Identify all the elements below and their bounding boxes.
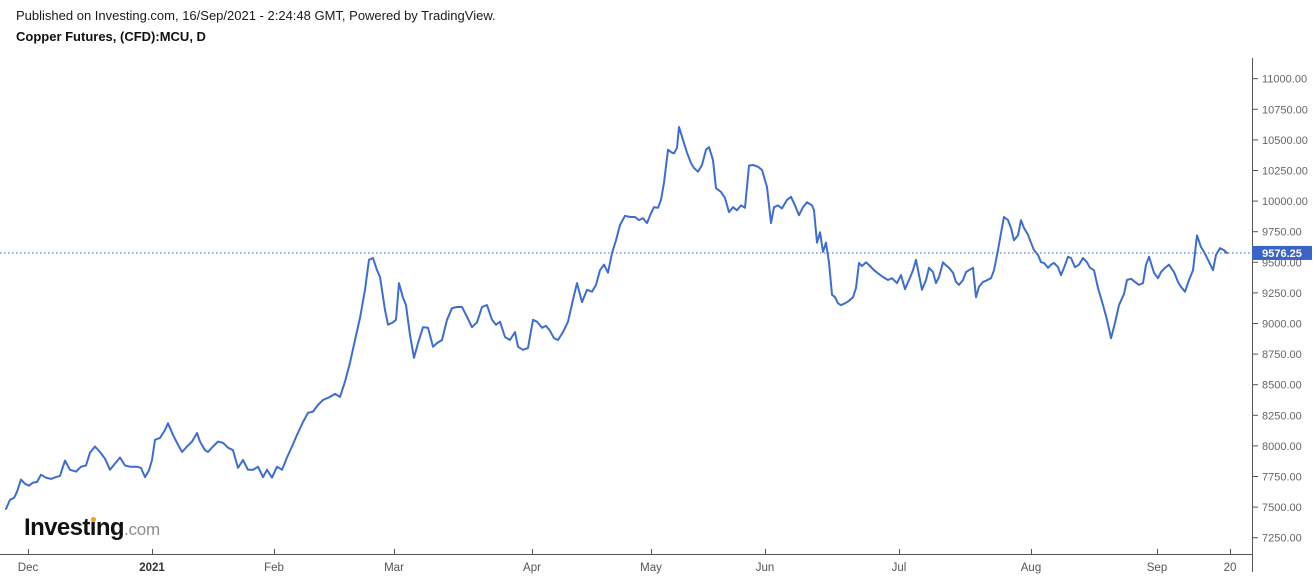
y-tick-label: 10250.00 bbox=[1262, 165, 1308, 177]
last-price-label-bg bbox=[1252, 245, 1312, 260]
x-tick-label: Jul bbox=[892, 562, 907, 574]
published-info-text: Published on Investing.com, 16/Sep/2021 … bbox=[16, 8, 496, 23]
x-tick-label: May bbox=[640, 562, 662, 574]
logo-brand-text: Investıng bbox=[24, 514, 125, 541]
x-tick-label: Apr bbox=[523, 562, 541, 574]
y-axis-price-scale[interactable]: 7250.00 7500.00 7750.00 8000.00 8250.00 8500.… bbox=[1252, 58, 1308, 572]
y-tick-label: 10000.00 bbox=[1262, 196, 1308, 208]
last-price-label: 9576.25 bbox=[1252, 245, 1312, 260]
x-tick-label: 20 bbox=[1224, 562, 1237, 574]
logo-domain-text: .com bbox=[123, 520, 161, 539]
y-tick-label: 8500.00 bbox=[1262, 380, 1302, 392]
y-tick-label: 9500.00 bbox=[1262, 257, 1302, 269]
y-tick-label: 10500.00 bbox=[1262, 135, 1308, 147]
y-tick-label: 7500.00 bbox=[1262, 502, 1302, 514]
symbol-title-text: Copper Futures, (CFD):MCU, D bbox=[16, 29, 206, 44]
y-tick-label: 7750.00 bbox=[1262, 471, 1302, 483]
logo-orange-dot: ı bbox=[89, 514, 97, 541]
x-tick-label: Aug bbox=[1021, 562, 1041, 574]
x-tick-label: Sep bbox=[1147, 562, 1167, 574]
y-tick-label: 7250.00 bbox=[1262, 533, 1302, 545]
price-line-series[interactable] bbox=[5, 126, 1228, 510]
y-tick-label: 11000.00 bbox=[1262, 74, 1307, 86]
x-tick-label: Dec bbox=[18, 562, 39, 574]
y-tick-label: 8000.00 bbox=[1262, 441, 1302, 453]
x-tick-label: Jun bbox=[756, 562, 775, 574]
x-tick-label: Feb bbox=[264, 562, 284, 574]
last-price-label-text: 9576.25 bbox=[1262, 248, 1302, 260]
x-tick-label: Mar bbox=[384, 562, 404, 574]
y-tick-label: 8750.00 bbox=[1262, 349, 1302, 361]
y-tick-label: 9250.00 bbox=[1262, 288, 1302, 300]
y-tick-label: 8250.00 bbox=[1262, 410, 1302, 422]
x-tick-label: 2021 bbox=[139, 562, 165, 574]
y-tick-label: 10750.00 bbox=[1262, 104, 1308, 116]
x-axis-time-scale[interactable]: Dec 2021 Feb Mar Apr May Jun Jul Aug Sep 20 bbox=[0, 549, 1253, 574]
y-tick-label: 9750.00 bbox=[1262, 227, 1302, 239]
investing-logo: Investıng.com bbox=[24, 514, 160, 545]
y-tick-label: 9000.00 bbox=[1262, 318, 1302, 330]
